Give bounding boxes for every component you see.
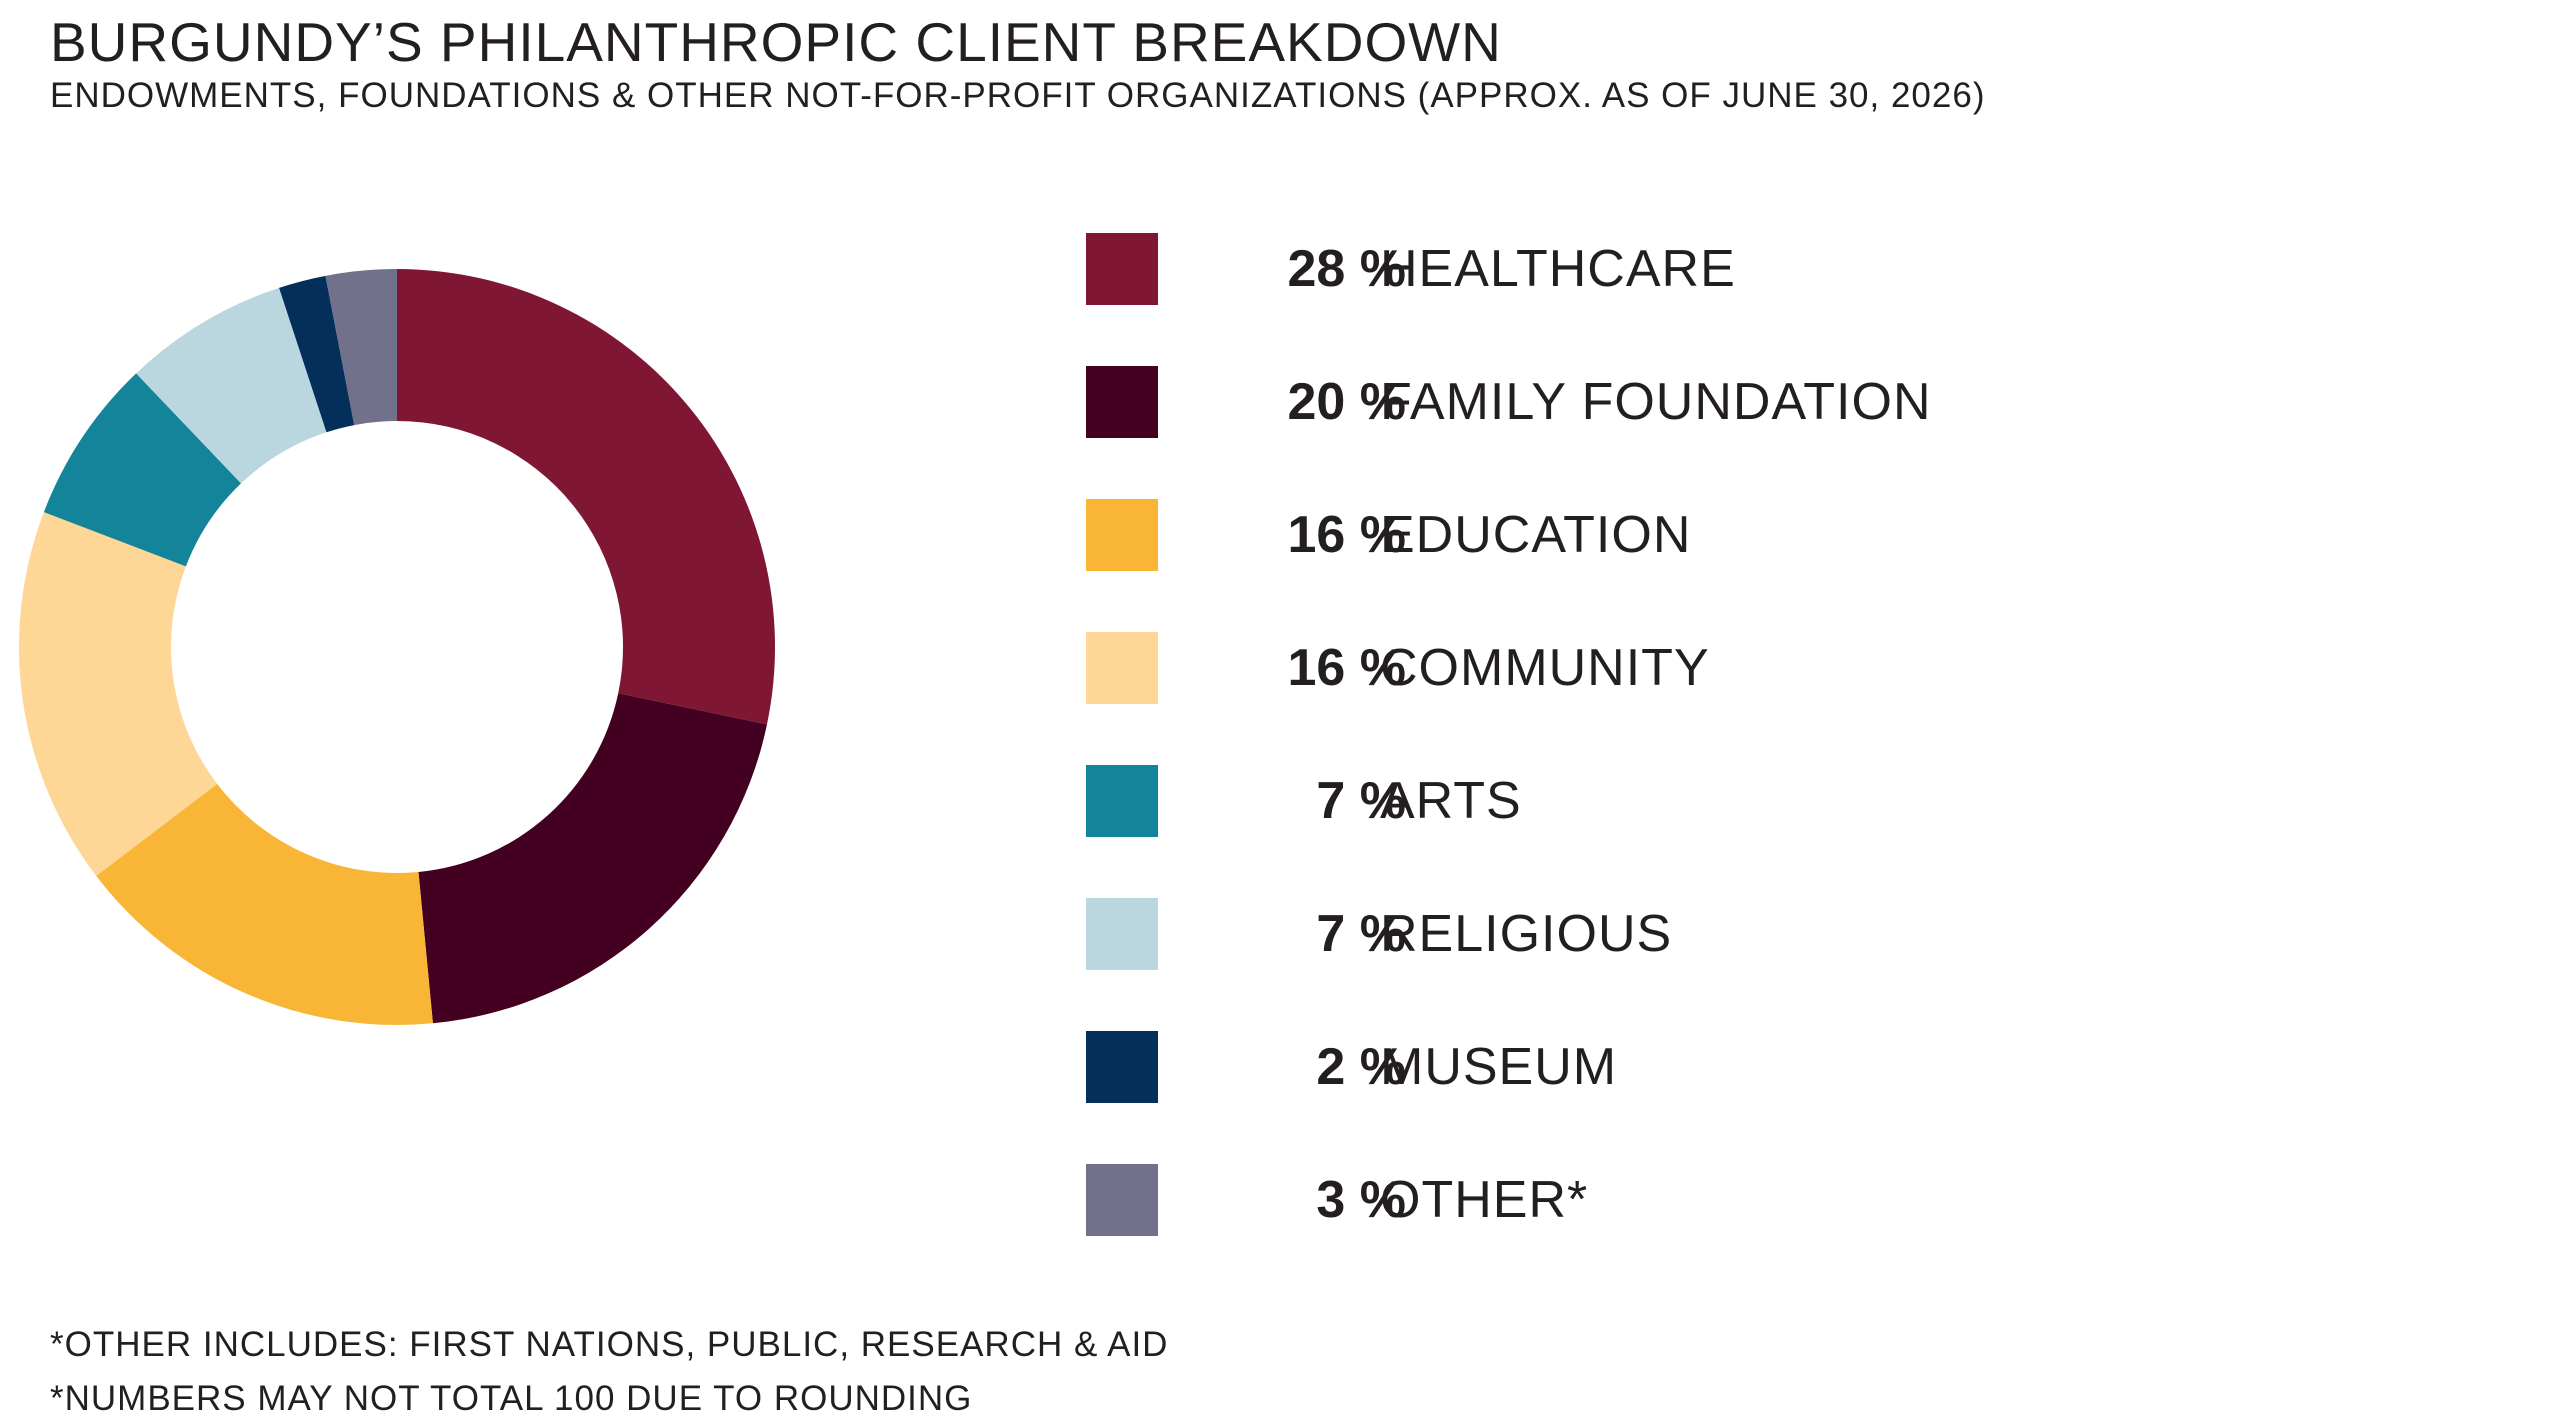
- donut-chart: [19, 269, 775, 1025]
- footnote-other: *OTHER INCLUDES: FIRST NATIONS, PUBLIC, …: [50, 1325, 1169, 1364]
- donut-slice: [136, 287, 327, 484]
- legend-item: 20 % FAMILY FOUNDATION: [1086, 366, 2286, 438]
- donut-slice: [397, 269, 775, 725]
- legend-percent: 16 %: [1287, 506, 1406, 564]
- legend-percent: 2 %: [1316, 1038, 1406, 1096]
- legend-percent: 16 %: [1287, 639, 1406, 697]
- legend-swatch: [1086, 765, 1158, 837]
- footnote-rounding: *NUMBERS MAY NOT TOTAL 100 DUE TO ROUNDI…: [50, 1379, 973, 1418]
- legend-label: RELIGIOUS: [1380, 905, 1673, 963]
- legend-item: 7 % RELIGIOUS: [1086, 898, 2286, 970]
- legend-swatch: [1086, 1031, 1158, 1103]
- legend-item: 28 % HEALTHCARE: [1086, 233, 2286, 305]
- legend-percent: 20 %: [1287, 373, 1406, 431]
- footnotes: *OTHER INCLUDES: FIRST NATIONS, PUBLIC, …: [50, 1318, 1168, 1426]
- legend-percent: 7 %: [1316, 905, 1406, 963]
- legend-swatch: [1086, 898, 1158, 970]
- legend-swatch: [1086, 233, 1158, 305]
- donut-slice: [19, 512, 218, 876]
- legend-item: 2 % MUSEUM: [1086, 1031, 2286, 1103]
- chart-subtitle: ENDOWMENTS, FOUNDATIONS & OTHER NOT-FOR-…: [50, 76, 1986, 115]
- legend-item: 16 % COMMUNITY: [1086, 632, 2286, 704]
- legend-item: 3 % OTHER*: [1086, 1164, 2286, 1236]
- donut-slice: [43, 373, 242, 567]
- legend-swatch: [1086, 366, 1158, 438]
- legend-percent: 3 %: [1316, 1171, 1406, 1229]
- legend-label: MUSEUM: [1380, 1038, 1618, 1096]
- legend-percent: 7 %: [1316, 772, 1406, 830]
- donut-slice: [418, 693, 767, 1024]
- donut-slice: [279, 275, 355, 433]
- legend-swatch: [1086, 632, 1158, 704]
- legend-label: EDUCATION: [1380, 506, 1692, 564]
- legend-label: OTHER*: [1380, 1171, 1589, 1229]
- donut-slice: [96, 783, 433, 1025]
- legend-label: HEALTHCARE: [1380, 240, 1736, 298]
- legend-swatch: [1086, 1164, 1158, 1236]
- legend-label: FAMILY FOUNDATION: [1380, 373, 1932, 431]
- legend-item: 7 % ARTS: [1086, 765, 2286, 837]
- chart-title: BURGUNDY’S PHILANTHROPIC CLIENT BREAKDOW…: [50, 11, 1502, 73]
- legend-label: COMMUNITY: [1380, 639, 1710, 697]
- donut-slice: [325, 269, 397, 426]
- legend-label: ARTS: [1380, 772, 1522, 830]
- legend-item: 16 % EDUCATION: [1086, 499, 2286, 571]
- legend-percent: 28 %: [1287, 240, 1406, 298]
- legend-swatch: [1086, 499, 1158, 571]
